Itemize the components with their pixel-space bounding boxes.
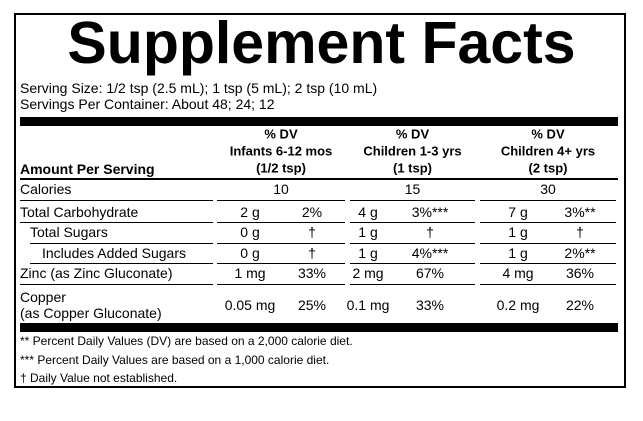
- amount: 1 mg: [234, 264, 266, 281]
- amount: 0 g: [240, 244, 260, 261]
- daily-value: 22%: [565, 296, 595, 313]
- row-label: Zinc (as Zinc Gluconate): [20, 264, 173, 281]
- column-group: Children 1-3 yrs: [363, 143, 462, 159]
- row-rule: [20, 284, 213, 285]
- row-rule: [480, 200, 616, 201]
- daily-value: †: [308, 244, 316, 261]
- amount: 0.2 mg: [496, 296, 540, 313]
- daily-value: 2%**: [564, 244, 596, 261]
- amount: 4 mg: [502, 264, 534, 281]
- amount: 7 g: [508, 203, 528, 220]
- amount: 1 g: [508, 244, 528, 261]
- row-rule: [217, 284, 345, 285]
- daily-value: 2%: [301, 203, 323, 220]
- daily-value: 33%: [415, 296, 445, 313]
- row-label: Includes Added Sugars: [42, 244, 186, 261]
- amount: 1 g: [358, 223, 378, 240]
- amount: 15: [404, 180, 421, 197]
- column-dv: % DV: [395, 126, 430, 142]
- amount: 2 g: [240, 203, 260, 220]
- header-rule: [20, 178, 618, 180]
- thick-rule: [20, 117, 618, 126]
- row-rule: [30, 243, 213, 244]
- row-rule: [350, 284, 475, 285]
- daily-value: 3%**: [564, 203, 596, 220]
- row-rule: [350, 243, 475, 244]
- row-label: Total Sugars: [30, 223, 108, 240]
- amount-label: Amount Per Serving: [20, 161, 155, 177]
- daily-value: †: [576, 223, 584, 240]
- daily-value: 3%***: [411, 203, 449, 220]
- column-serving: (2 tsp): [528, 160, 568, 176]
- row-rule: [350, 200, 475, 201]
- daily-value: 25%: [297, 296, 327, 313]
- row-rule: [30, 263, 213, 264]
- row-rule: [480, 284, 616, 285]
- amount: 0.05 mg: [224, 296, 276, 313]
- row-rule: [350, 222, 475, 223]
- footnote: † Daily Value not established.: [20, 371, 178, 386]
- daily-value: 33%: [297, 264, 327, 281]
- daily-value: †: [426, 223, 434, 240]
- footnote: *** Percent Daily Values are based on a …: [20, 352, 330, 367]
- row-rule: [20, 222, 213, 223]
- row-rule: [480, 222, 616, 223]
- amount: 0 g: [240, 223, 260, 240]
- amount: 2 mg: [352, 264, 384, 281]
- amount: 10: [273, 180, 289, 197]
- daily-value: 36%: [565, 264, 595, 281]
- serving-size: Serving Size: 1/2 tsp (2.5 mL); 1 tsp (5…: [20, 80, 378, 96]
- row-rule: [350, 263, 475, 264]
- row-rule: [217, 222, 345, 223]
- servings-per-container: Servings Per Container: About 48; 24; 12: [20, 96, 275, 112]
- title: Supplement Facts: [67, 10, 576, 76]
- amount: 1 g: [358, 244, 378, 261]
- column-group: Infants 6-12 mos: [229, 143, 333, 159]
- row-rule: [20, 200, 213, 201]
- column-group: Children 4+ yrs: [500, 143, 596, 159]
- column-dv: % DV: [264, 126, 298, 142]
- row-rule: [217, 263, 345, 264]
- row-rule: [480, 243, 616, 244]
- column-serving: (1/2 tsp): [256, 160, 306, 176]
- amount: 4 g: [358, 203, 378, 220]
- row-label: Calories: [20, 180, 72, 197]
- daily-value: 4%***: [411, 244, 449, 261]
- daily-value: †: [308, 223, 316, 240]
- footnote: ** Percent Daily Values (DV) are based o…: [20, 334, 353, 349]
- daily-value: 67%: [415, 264, 445, 281]
- row-label: Copper (as Copper Gluconate): [20, 288, 162, 321]
- amount: 0.1 mg: [346, 296, 390, 313]
- amount: 1 g: [508, 223, 528, 240]
- row-rule: [217, 243, 345, 244]
- label-box: [14, 13, 626, 388]
- column-dv: % DV: [531, 126, 565, 142]
- row-label: Total Carbohydrate: [20, 203, 139, 220]
- column-serving: (1 tsp): [393, 160, 432, 176]
- row-rule: [480, 263, 616, 264]
- row-rule: [217, 200, 345, 201]
- thick-rule: [20, 323, 618, 332]
- amount: 30: [540, 180, 556, 197]
